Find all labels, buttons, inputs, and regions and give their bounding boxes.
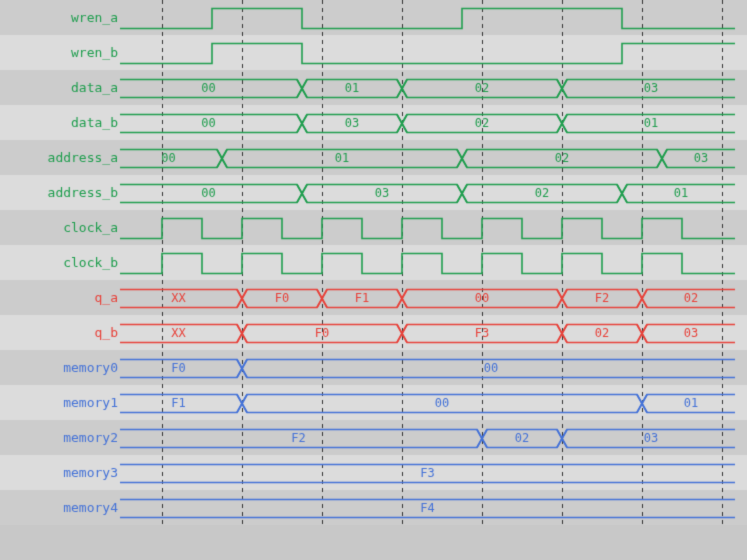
timing-diagram-canvas [0, 0, 747, 560]
